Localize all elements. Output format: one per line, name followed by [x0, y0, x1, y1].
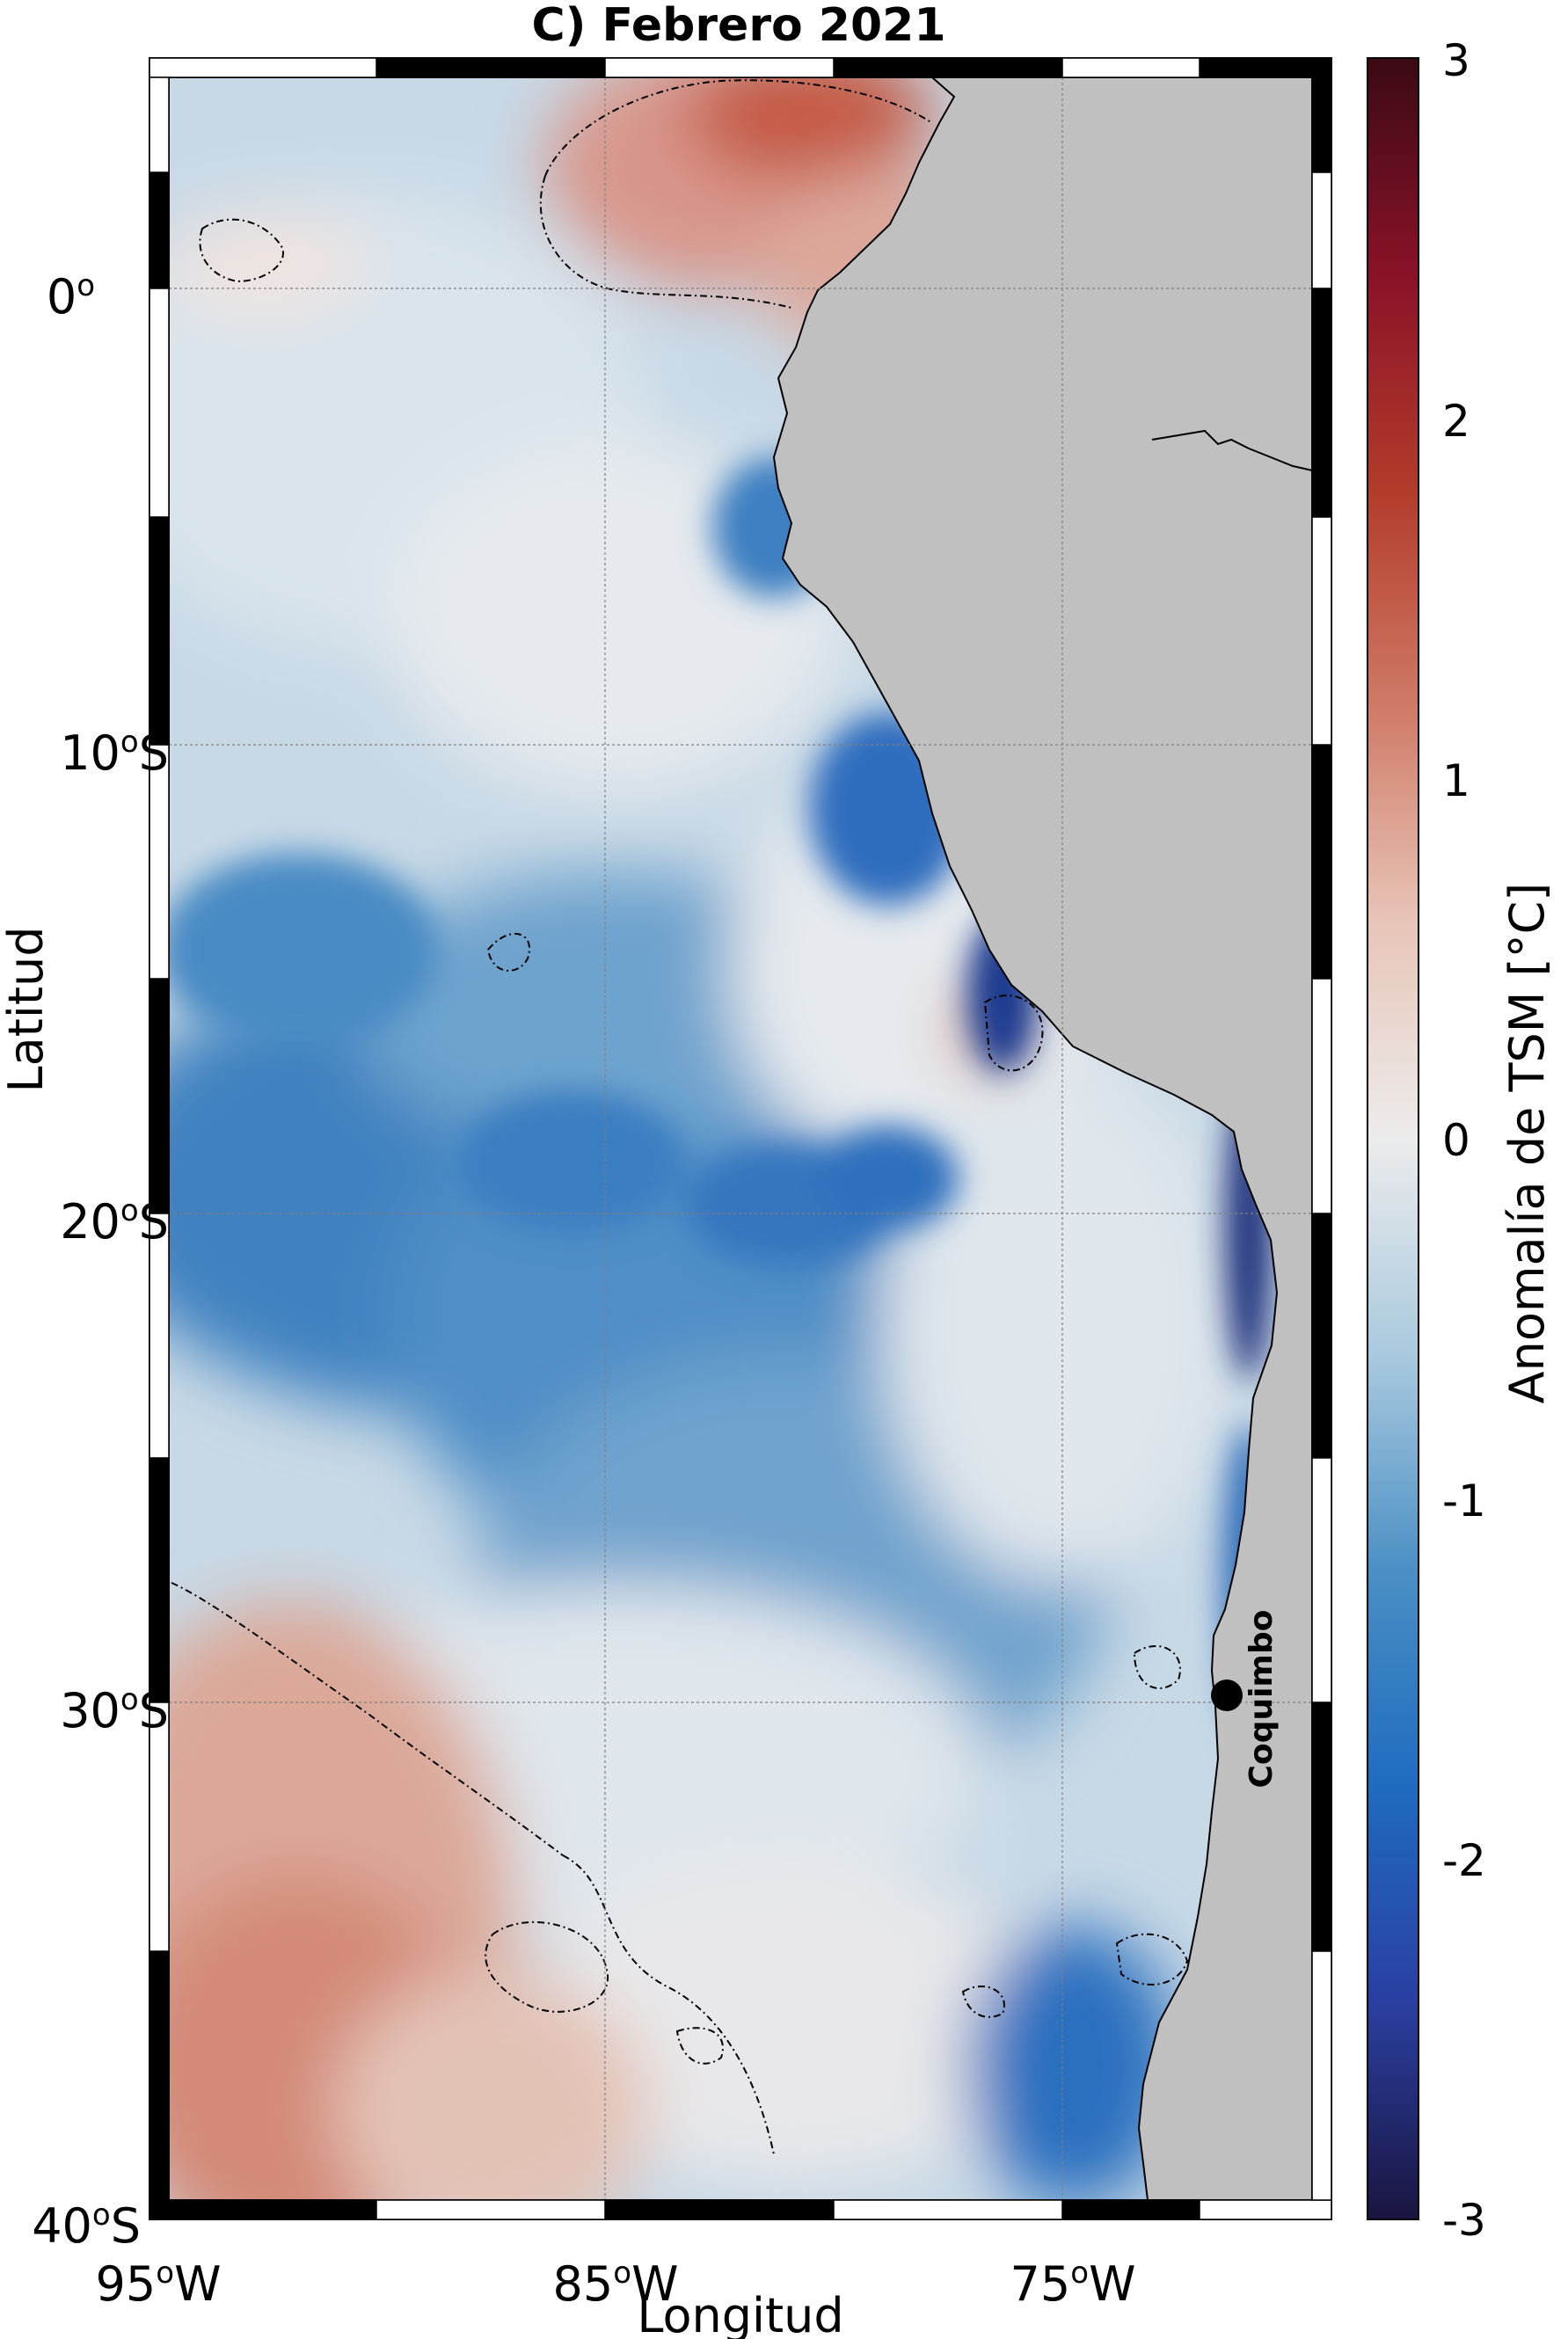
y-tick-label: 20oS — [60, 1193, 169, 1250]
river-line — [1151, 429, 1313, 471]
y-tick-labels: 0o 10oS 20oS 30oS 40oS — [32, 268, 169, 2254]
x-tick-labels: 95oW 85oW 75oW — [96, 2255, 1136, 2312]
y-tick-label: 0o — [47, 268, 95, 324]
colorbar-tick: -1 — [1442, 1476, 1486, 1527]
colorbar-label: Anomalía de TSM [°C] — [1499, 883, 1555, 1404]
colorbar: 3 2 1 0 -1 -2 -3 Anomalía de TSM [°C] — [1367, 35, 1555, 2246]
x-tick-label: 75oW — [1010, 2255, 1136, 2312]
colorbar-tick: -3 — [1442, 2195, 1486, 2246]
x-tick-label: 85oW — [553, 2255, 679, 2312]
y-axis-label: Latitud — [0, 926, 54, 1092]
graticule — [169, 77, 1312, 2200]
colorbar-tick: 3 — [1442, 35, 1470, 86]
y-tick-label: 10oS — [60, 725, 169, 781]
land-area — [772, 77, 1313, 2201]
colorbar-tick: -2 — [1442, 1835, 1486, 1886]
colorbar-tick: 0 — [1442, 1115, 1470, 1166]
colorbar-gradient — [1367, 57, 1419, 2220]
map-title: C) Febrero 2021 — [531, 0, 945, 52]
map-frame — [149, 57, 1332, 2220]
y-tick-label: 40oS — [32, 2197, 141, 2254]
zero-contours — [171, 79, 1189, 2155]
coquimbo-marker — [1211, 1680, 1243, 1711]
coquimbo-label: Coquimbo — [1243, 1610, 1280, 1789]
x-tick-label: 95oW — [96, 2255, 222, 2312]
y-tick-label: 30oS — [60, 1682, 169, 1738]
x-axis-label: Longitud — [637, 2288, 843, 2339]
colorbar-tick: 2 — [1442, 396, 1470, 447]
colorbar-tick: 1 — [1442, 755, 1470, 806]
